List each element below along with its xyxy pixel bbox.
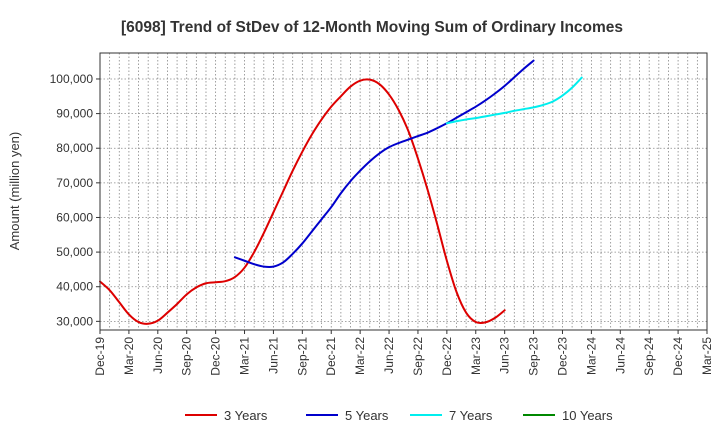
legend-item-10-years: 10 Years: [523, 408, 613, 423]
chart-title: [6098] Trend of StDev of 12-Month Moving…: [121, 19, 623, 36]
y-tick-label: 90,000: [56, 107, 93, 121]
x-tick-label: Mar-23: [469, 337, 483, 375]
legend-item-3-years: 3 Years: [185, 408, 268, 423]
x-tick-label: Mar-22: [353, 337, 367, 375]
plot-frame: [99, 52, 708, 331]
x-tick-label: Sep-24: [642, 337, 656, 376]
x-tick-label: Sep-23: [527, 337, 541, 376]
y-tick-label: 100,000: [50, 72, 94, 86]
x-tick-label: Jun-23: [498, 337, 512, 374]
x-tick-label: Dec-24: [671, 337, 685, 376]
x-tick-label: Dec-22: [440, 337, 454, 376]
series-line-3-years: [99, 78, 506, 325]
plot-area: [100, 53, 707, 330]
y-tick-label: 80,000: [56, 141, 93, 155]
x-tick-label: Mar-20: [122, 337, 136, 375]
series-line-5-years: [233, 59, 535, 269]
x-tick-label: Sep-22: [411, 337, 425, 376]
legend: 3 Years 5 Years 7 Years 10 Years: [185, 408, 613, 423]
x-tick-label: Sep-20: [180, 337, 194, 376]
x-tick-label: Dec-19: [93, 337, 107, 376]
y-axis-label: Amount (million yen): [7, 132, 22, 251]
x-tick-label: Mar-25: [700, 337, 714, 375]
legend-label: 3 Years: [224, 408, 268, 423]
y-tick-labels: 30,000 40,000 50,000 60,000 70,000 80,000 90,0…: [50, 72, 100, 328]
x-tick-labels: Dec-19 Mar-20 Jun-20 Sep-20 Dec-20 Mar-21 Jun-…: [93, 330, 714, 376]
series-layer: [99, 59, 583, 325]
y-tick-label: 70,000: [56, 176, 93, 190]
series-line-7-years: [445, 76, 583, 125]
x-gridlines: [109, 53, 698, 330]
legend-item-5-years: 5 Years: [306, 408, 389, 423]
x-tick-label: Dec-23: [555, 337, 569, 376]
x-tick-label: Dec-20: [209, 337, 223, 376]
y-tick-label: 60,000: [56, 210, 93, 224]
x-tick-label: Mar-21: [238, 337, 252, 375]
legend-item-7-years: 7 Years: [410, 408, 493, 423]
x-tick-label: Mar-24: [584, 337, 598, 375]
y-tick-label: 50,000: [56, 245, 93, 259]
legend-label: 5 Years: [345, 408, 389, 423]
x-tick-label: Jun-22: [382, 337, 396, 374]
legend-label: 7 Years: [449, 408, 493, 423]
x-tick-label: Dec-21: [324, 337, 338, 376]
y-tick-label: 30,000: [56, 314, 93, 328]
x-tick-label: Sep-21: [295, 337, 309, 376]
x-tick-label: Jun-24: [613, 337, 627, 374]
y-tick-label: 40,000: [56, 280, 93, 294]
x-tick-label: Jun-21: [266, 337, 280, 374]
legend-label: 10 Years: [562, 408, 613, 423]
x-tick-label: Jun-20: [151, 337, 165, 374]
